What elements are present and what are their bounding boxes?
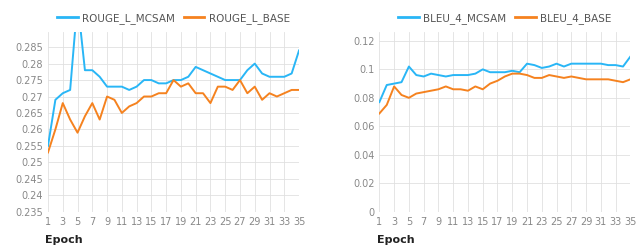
Text: Epoch: Epoch bbox=[377, 235, 415, 245]
Legend: ROUGE_L_MCSAM, ROUGE_L_BASE: ROUGE_L_MCSAM, ROUGE_L_BASE bbox=[53, 9, 294, 28]
Text: Epoch: Epoch bbox=[45, 235, 83, 245]
Legend: BLEU_4_MCSAM, BLEU_4_BASE: BLEU_4_MCSAM, BLEU_4_BASE bbox=[394, 9, 616, 28]
